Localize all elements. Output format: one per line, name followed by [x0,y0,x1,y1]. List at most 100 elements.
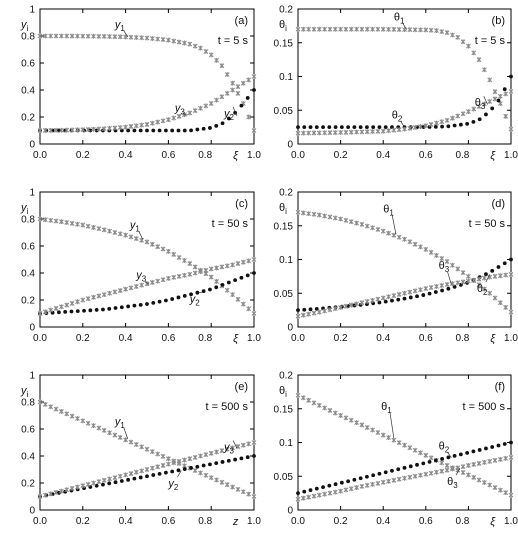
data-point [484,112,488,117]
data-point [428,455,434,461]
data-point [396,27,402,32]
data-point [80,33,86,39]
data-point [306,130,312,136]
data-point [235,296,241,302]
plot-frame [297,374,512,511]
data-point [316,130,322,136]
y-tick-label: 0.1 [279,255,293,266]
y-tick-label: 0.2 [21,113,35,124]
data-point [201,463,206,468]
series-θ2 [296,440,513,496]
leader-line [447,452,452,458]
series-label-text: y2 [189,294,201,308]
data-point [80,127,86,133]
data-point [339,125,344,130]
data-point [187,110,193,116]
data-point [42,33,48,39]
data-point [423,27,429,33]
data-point [182,128,187,133]
data-point [91,294,96,300]
data-point [383,125,388,130]
data-point [240,301,246,307]
data-point [53,406,59,412]
y-tick-label: 0.05 [274,472,294,483]
data-point [327,214,333,220]
data-point [471,106,477,112]
data-point [198,470,203,476]
series-label-text: y2 [223,108,235,122]
data-point [508,309,514,315]
data-point [450,466,455,472]
data-point [434,469,439,475]
data-point [246,258,252,264]
data-point [415,294,419,299]
data-point [460,470,466,475]
data-point [64,33,70,39]
data-point [497,273,503,279]
data-point [208,475,214,480]
data-point [490,268,495,273]
series-label-y1: y1 [114,19,129,38]
data-point [96,33,102,39]
data-point [428,285,434,290]
data-point [412,241,418,247]
series-θ1 [295,209,514,315]
data-point [160,453,166,459]
data-point [149,241,155,247]
x-axis-label: ξ [490,333,496,345]
data-point [311,26,317,32]
data-point [332,410,338,416]
time-label: t = 5 s [475,35,506,47]
data-point [176,295,181,300]
data-point [107,228,112,234]
data-point [155,119,161,125]
data-point [166,461,171,467]
data-point [358,476,363,481]
data-point [458,122,463,127]
data-point [306,311,312,317]
data-point [224,482,230,488]
data-point [155,244,161,250]
data-point [296,308,300,313]
data-point [508,454,514,460]
data-point [396,292,402,297]
data-point [151,128,156,133]
data-point [126,128,131,133]
data-point [224,287,230,293]
data-point [126,304,131,309]
data-point [251,128,257,133]
data-point [176,39,182,45]
series-θ3 [295,88,514,136]
data-point [391,127,397,133]
series-label-θ1: θ1 [383,203,397,235]
data-point [407,239,413,245]
data-point [113,480,118,485]
data-point [176,468,181,473]
y-tick-label: 0.8 [21,398,35,409]
data-point [187,271,193,277]
data-point [117,231,123,237]
data-point [455,266,461,272]
data-point [343,415,349,421]
data-point [508,271,514,277]
data-point [418,124,423,130]
data-point [380,295,386,301]
data-point [80,222,86,228]
data-point [157,471,162,476]
data-point [214,279,219,284]
data-point [295,130,301,136]
data-point [230,80,235,86]
data-point [316,309,322,315]
data-point [316,212,322,218]
data-point [132,303,137,308]
data-point [444,117,450,123]
data-point [101,482,105,487]
data-point [160,246,166,252]
data-point [428,122,434,127]
data-point [220,283,225,287]
data-point [94,308,99,312]
series-label-text: θ2 [477,283,488,297]
data-point [176,459,182,464]
data-point [192,468,198,473]
data-point [455,34,461,40]
